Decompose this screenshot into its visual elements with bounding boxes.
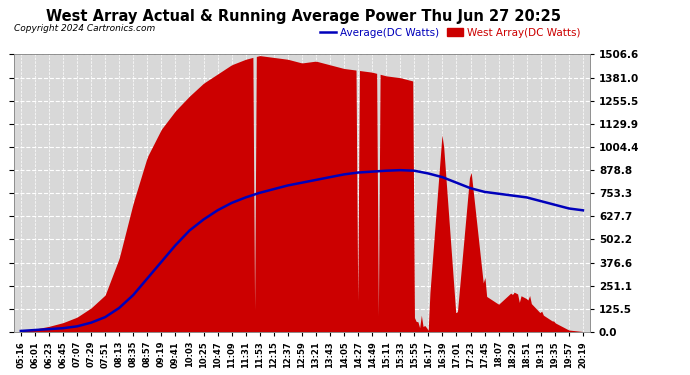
Legend: Average(DC Watts), West Array(DC Watts): Average(DC Watts), West Array(DC Watts) — [316, 24, 584, 42]
Text: West Array Actual & Running Average Power Thu Jun 27 20:25: West Array Actual & Running Average Powe… — [46, 9, 561, 24]
Text: Copyright 2024 Cartronics.com: Copyright 2024 Cartronics.com — [14, 24, 155, 33]
